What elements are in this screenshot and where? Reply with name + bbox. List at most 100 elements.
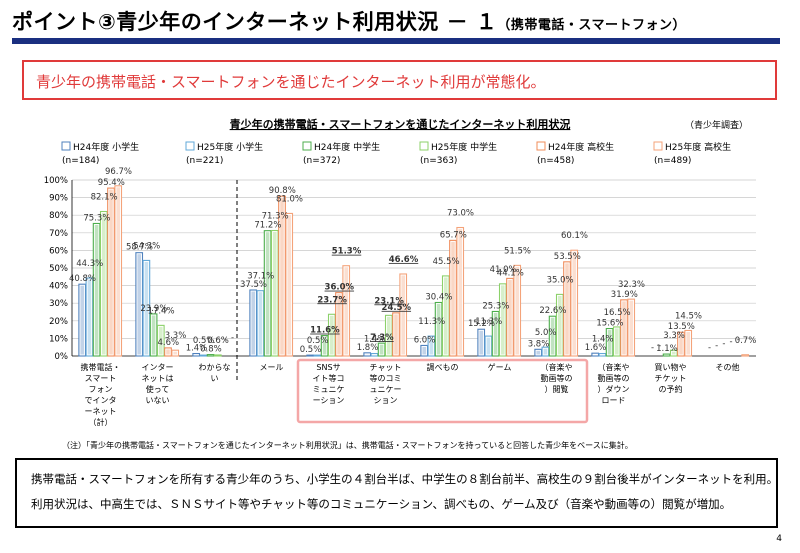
bar-fill [87,279,92,355]
summary-line-2: 利用状況は、中高生では、ＳＮＳサイト等やチャット等のコミュニケーション、調べもの… [31,497,732,511]
bar [270,229,279,357]
data-label: 71.2% [254,221,281,231]
bar-fill [444,277,448,355]
bar-fill [251,291,255,355]
bar [306,354,315,357]
bar-fill [330,315,334,355]
bar-fill [401,275,405,355]
legend-swatch-2 [185,141,195,151]
bar [156,324,165,357]
data-label: 15.6% [596,319,623,329]
category-label: ）閲覧 [545,384,569,394]
bar-fill [572,251,576,355]
bar [363,352,372,357]
data-label: 45.5% [433,257,460,267]
data-label: 1.1% [656,344,678,354]
page-title: ポイント③青少年のインターネット利用状況 － １（携帯電話・スマートフォン） [12,6,686,36]
data-label: 0.5% [307,336,329,346]
data-label: 1.4% [186,344,208,354]
category-label: 動画等の [541,373,573,383]
data-label: 1.4% [592,335,614,345]
data-label: 44.1% [497,268,524,278]
category-label: ーション [313,396,345,405]
category-label: インター [142,363,174,372]
bar [441,275,450,357]
category-label: イト等コ [313,373,345,383]
category-label: SNSサ [316,363,340,372]
bar-fill [493,312,498,355]
category-label: ュニケー [370,385,402,394]
page-number: 4 [776,534,782,544]
data-label: 35.0% [547,275,574,285]
bar [741,354,750,357]
data-label: 37.1% [247,272,274,282]
legend-n-2: (n=221) [186,156,223,166]
bar-fill [508,279,512,355]
bar-fill [686,331,690,355]
data-label: 6.0% [414,335,436,345]
bar-fill [394,314,398,355]
bar-fill [173,351,177,355]
bar-fill [550,317,555,355]
data-label: 60.1% [561,231,588,241]
data-label: 11.6% [310,326,340,336]
category-label: （音楽や [598,362,630,372]
bar [612,326,621,357]
data-label: 25.3% [482,301,509,311]
data-label: 1.4% [364,335,386,345]
data-label: 65.7% [440,230,467,240]
bar-fill [379,344,384,355]
category-label: 買い物や [655,362,687,372]
category-label: い [211,374,219,383]
data-label: 46.6% [389,255,419,265]
category-label: チャット [370,363,402,372]
bar-fill [479,330,483,355]
data-label: 3.3% [663,331,685,341]
bar [456,226,465,357]
bar [570,249,579,357]
bar-fill [80,285,84,355]
bar [320,335,329,357]
data-label: 0.6% [207,336,229,346]
bar [213,354,222,357]
bar [377,342,386,357]
legend-label-4: H25年度 中学生 [431,141,497,153]
bar [662,353,671,357]
bar [627,298,636,357]
data-label: 30.4% [425,292,452,302]
bar [206,354,215,357]
y-tick-label: 20% [49,317,68,327]
category-label: ロード [602,396,626,405]
bar [114,185,123,357]
bar [392,312,400,357]
legend-n-3: (n=372) [303,156,340,166]
data-label: 73.0% [447,209,474,219]
category-label: スマート [85,374,117,383]
data-label: - [730,337,733,347]
data-label: 11.3% [418,317,445,327]
data-label: 24.5% [382,303,412,313]
legend-n-4: (n=363) [420,156,457,166]
data-label: 53.5% [554,252,581,262]
category-label: フォン [89,385,113,394]
bar [563,261,571,357]
data-label: - [708,343,711,353]
bar-fill [429,337,434,355]
data-label: - [737,335,740,345]
bar-fill [109,189,113,355]
bar [555,293,564,357]
bar-fill [515,266,519,355]
bar-fill [451,241,455,355]
data-label: 96.7% [105,167,132,177]
footnote: （注）「青少年の携帯電話・スマートフォンを通じたインターネット利用状況」は、携帯… [62,441,633,450]
usage-bar-chart: 青少年の携帯電話・スマートフォンを通じたインターネット利用状況 （青少年調査） H2… [44,117,757,427]
bar-fill [501,285,505,355]
data-label: 17.4% [148,306,175,316]
data-label: 15.2% [468,319,495,329]
bar-fill [137,254,141,355]
bar [541,346,550,357]
bar-fill [322,337,327,355]
bar-fill [536,350,540,355]
bar [135,252,144,357]
bar-fill [159,326,163,355]
